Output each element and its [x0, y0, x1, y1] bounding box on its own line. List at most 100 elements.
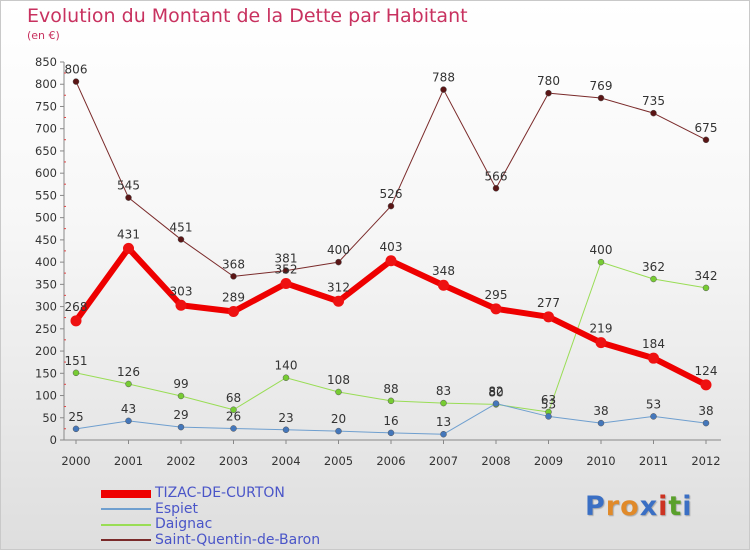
legend-label: TIZAC-DE-CURTON: [155, 485, 285, 502]
data-label: 29: [173, 408, 188, 422]
x-tick-label: 2007: [429, 454, 458, 468]
x-tick-label: 2001: [114, 454, 143, 468]
data-point: [702, 136, 710, 144]
data-label: 277: [537, 296, 560, 310]
legend-item: TIZAC-DE-CURTON: [101, 486, 320, 502]
series-tizac-de-curton: 268 431 303 289 352 312 403 348 295 277 219 184 124: [65, 227, 718, 391]
data-point: [387, 202, 395, 210]
proxiti-logo: Proxiti: [585, 491, 693, 522]
data-label: 124: [695, 364, 718, 378]
data-point: [282, 267, 290, 274]
x-tick-label: 2009: [534, 454, 563, 468]
data-point: [72, 369, 80, 377]
data-point: [492, 185, 500, 192]
data-point: [335, 258, 342, 266]
y-tick-label: 800: [35, 77, 57, 91]
data-label: 362: [642, 260, 665, 274]
y-tick-label: 50: [42, 411, 57, 425]
data-label: 219: [590, 322, 613, 336]
data-label: 675: [695, 121, 718, 135]
legend-swatch: [101, 539, 151, 542]
data-label: 342: [695, 269, 718, 283]
data-point: [597, 258, 605, 266]
data-point: [545, 413, 552, 420]
data-point: [230, 425, 237, 432]
data-point: [545, 89, 552, 97]
data-point: [597, 94, 605, 102]
data-point: [650, 413, 657, 420]
data-point: [597, 419, 605, 427]
legend-item: Saint-Quentin-de-Baron: [101, 532, 320, 549]
y-tick-label: 200: [35, 344, 57, 358]
y-tick-label: 650: [35, 144, 57, 158]
data-label: 83: [436, 384, 451, 398]
data-label: 108: [327, 373, 350, 387]
y-tick-label: 100: [35, 389, 57, 403]
legend-item: Espiet: [101, 500, 320, 518]
data-label: 431: [117, 227, 140, 241]
data-point: [650, 275, 657, 283]
data-label: 25: [68, 410, 83, 424]
data-label: 403: [380, 240, 403, 254]
data-point: [230, 406, 237, 414]
data-point: [282, 426, 290, 434]
data-label: 99: [173, 377, 188, 391]
data-label: 806: [65, 63, 88, 77]
data-point: [177, 236, 185, 243]
legend-swatch: [101, 508, 151, 511]
data-point: [333, 295, 344, 307]
data-point: [335, 427, 342, 435]
data-label: 184: [642, 337, 665, 351]
data-point: [125, 194, 132, 201]
data-label: 352: [275, 262, 298, 276]
data-point: [177, 392, 185, 400]
data-point: [72, 425, 80, 433]
y-tick-label: 250: [35, 322, 57, 336]
data-point: [70, 315, 82, 327]
data-point: [230, 273, 237, 280]
data-label: 400: [590, 243, 613, 257]
data-label: 63: [541, 393, 556, 407]
data-point: [543, 311, 554, 323]
x-tick-label: 2000: [61, 454, 90, 468]
data-label: 13: [436, 415, 451, 429]
data-label: 545: [117, 179, 140, 193]
data-point: [490, 303, 502, 315]
legend-swatch: [101, 489, 151, 498]
legend-item: Daignac: [101, 517, 320, 533]
data-label: 43: [121, 402, 136, 416]
data-label: 26: [226, 409, 241, 423]
data-point: [440, 86, 447, 93]
data-label: 68: [226, 391, 241, 405]
x-tick-label: 2011: [639, 454, 668, 468]
series-daignac: 151 126 99 68 140 108 88 83 80 63 400 362 342: [65, 243, 718, 416]
data-label: 295: [485, 288, 508, 302]
data-point: [280, 277, 292, 289]
data-point: [387, 429, 395, 437]
data-label: 769: [590, 79, 613, 93]
x-tick-label: 2005: [324, 454, 353, 468]
data-point: [335, 388, 342, 396]
data-point: [72, 78, 80, 85]
data-label: 38: [698, 404, 713, 418]
data-point: [595, 337, 607, 349]
y-tick-label: 600: [35, 166, 57, 180]
data-point: [125, 417, 132, 425]
x-tick-label: 2003: [219, 454, 248, 468]
data-label: 80: [488, 385, 503, 399]
legend-label: Espiet: [155, 500, 199, 517]
data-point: [440, 399, 447, 407]
data-label: 400: [327, 243, 350, 257]
data-label: 20: [331, 412, 346, 426]
data-label: 82: [488, 385, 503, 399]
data-label: 53: [646, 397, 661, 411]
data-label: 312: [327, 280, 350, 294]
data-point: [492, 400, 500, 407]
data-label: 38: [593, 404, 608, 418]
data-label: 303: [170, 284, 193, 298]
x-tick-label: 2002: [166, 454, 195, 468]
x-tick-label: 2006: [376, 454, 405, 468]
data-label: 126: [117, 365, 140, 379]
legend: TIZAC-DE-CURTON Espiet Daignac Saint-Quenti…: [101, 486, 320, 548]
